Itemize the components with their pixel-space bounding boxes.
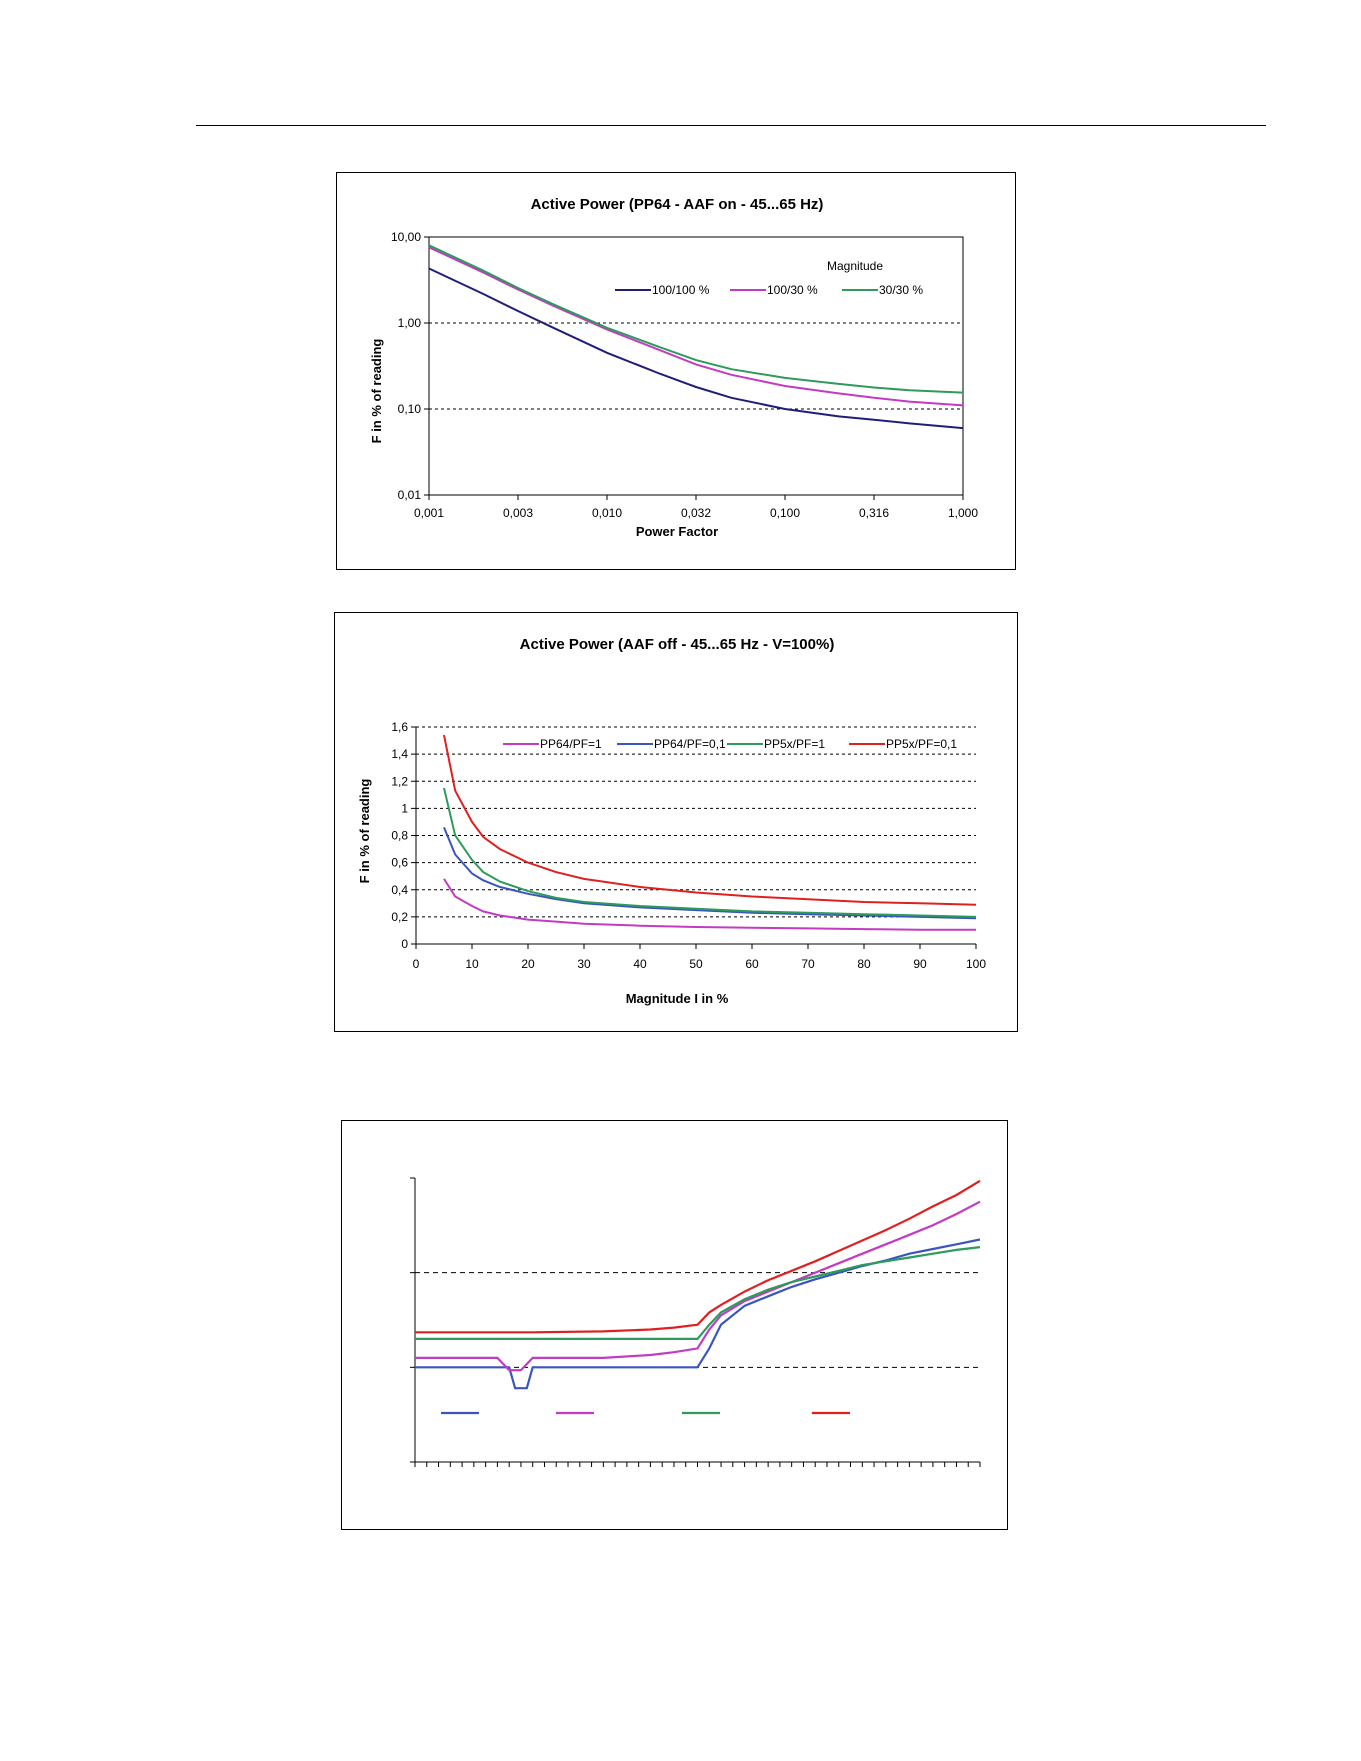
chart-2-x-tick-label: 80 [857, 957, 871, 971]
chart-2-y-tick-label: 0,4 [391, 883, 408, 897]
chart-2-xlabel: Magnitude I in % [626, 991, 729, 1006]
chart-2-y-tick-label: 0 [401, 937, 408, 951]
chart-1-x-tick-label: 1,000 [948, 506, 978, 520]
chart-1-svg: Active Power (PP64 - AAF on - 45...65 Hz… [369, 196, 978, 539]
chart-2-legend-label-pp5x-pf-1: PP5x/PF=1 [764, 737, 825, 751]
chart-1-title: Active Power (PP64 - AAF on - 45...65 Hz… [531, 196, 824, 213]
chart-2-x-tick-label: 30 [577, 957, 591, 971]
chart-2-legend-label-pp64-pf-1: PP64/PF=1 [540, 737, 602, 751]
chart-2-x-tick-label: 60 [745, 957, 759, 971]
chart-3-series-3 [415, 1246, 981, 1340]
chart-2-y-tick-label: 1,6 [391, 720, 408, 734]
chart-1-y-tick-label: 10,00 [391, 230, 421, 244]
chart-2-x-tick-label: 100 [966, 957, 986, 971]
chart-2-series-pp5x-pf-0-1 [443, 734, 977, 906]
chart-3-series-2 [415, 1200, 981, 1372]
chart-3-svg [410, 1177, 981, 1467]
chart-1-x-tick-label: 0,032 [681, 506, 711, 520]
chart-1-x-tick-label: 0,316 [859, 506, 889, 520]
chart-2-y-tick-label: 1,4 [391, 747, 408, 761]
chart-2-series-pp5x-pf-1 [443, 787, 977, 918]
chart-1-x-tick-label: 0,001 [414, 506, 444, 520]
chart-2-x-tick-label: 0 [413, 957, 420, 971]
chart-1-xlabel: Power Factor [636, 524, 718, 539]
chart-1-series-100-100 [428, 267, 964, 430]
chart-1-legend-title: Magnitude [827, 259, 883, 273]
chart-2-x-tick-label: 90 [913, 957, 927, 971]
chart-1-series-30-30 [428, 244, 964, 394]
chart-2-y-tick-label: 0,6 [391, 856, 408, 870]
chart-unlabeled [341, 1120, 1008, 1530]
chart-2-legend-label-pp64-pf-0-1: PP64/PF=0,1 [654, 737, 726, 751]
chart-2-series-pp64-pf-1 [443, 878, 976, 931]
chart-1-legend-label-100-100: 100/100 % [652, 283, 710, 297]
chart-1-plot-area [428, 236, 964, 496]
chart-2-y-tick-label: 1,2 [391, 774, 408, 788]
chart-1-x-tick-label: 0,003 [503, 506, 533, 520]
chart-2-y-tick-label: 0,2 [391, 910, 408, 924]
chart-1-y-tick-label: 1,00 [398, 316, 422, 330]
chart-2-x-tick-label: 50 [689, 957, 703, 971]
chart-2-y-tick-label: 1 [401, 801, 408, 815]
chart-2-series-pp64-pf-0-1 [443, 827, 977, 920]
chart-2-ylabel: F in % of reading [357, 779, 372, 884]
page-header-rule [196, 125, 1266, 126]
chart-2-x-tick-label: 40 [633, 957, 647, 971]
chart-2-title: Active Power (AAF off - 45...65 Hz - V=1… [520, 636, 835, 653]
chart-2-x-tick-label: 10 [465, 957, 479, 971]
chart-active-power-aaf-off: Active Power (AAF off - 45...65 Hz - V=1… [334, 612, 1018, 1032]
chart-2-legend-label-pp5x-pf-0-1: PP5x/PF=0,1 [886, 737, 957, 751]
chart-1-series-100-30 [428, 246, 964, 407]
chart-1-y-tick-label: 0,01 [398, 488, 422, 502]
chart-3-series-1 [415, 1238, 981, 1390]
chart-2-svg: Active Power (AAF off - 45...65 Hz - V=1… [357, 636, 986, 1006]
chart-2-x-tick-label: 20 [521, 957, 535, 971]
chart-1-x-tick-label: 0,010 [592, 506, 622, 520]
chart-2-y-tick-label: 0,8 [391, 829, 408, 843]
chart-1-legend-label-100-30: 100/30 % [767, 283, 818, 297]
chart-1-x-tick-label: 0,100 [770, 506, 800, 520]
chart-2-x-tick-label: 70 [801, 957, 815, 971]
chart-1-y-tick-label: 0,10 [398, 402, 422, 416]
chart-active-power-aaf-on: Active Power (PP64 - AAF on - 45...65 Hz… [336, 172, 1016, 570]
chart-3-series-4 [415, 1179, 981, 1334]
chart-1-ylabel: F in % of reading [369, 339, 384, 444]
chart-1-legend-label-30-30: 30/30 % [879, 283, 923, 297]
